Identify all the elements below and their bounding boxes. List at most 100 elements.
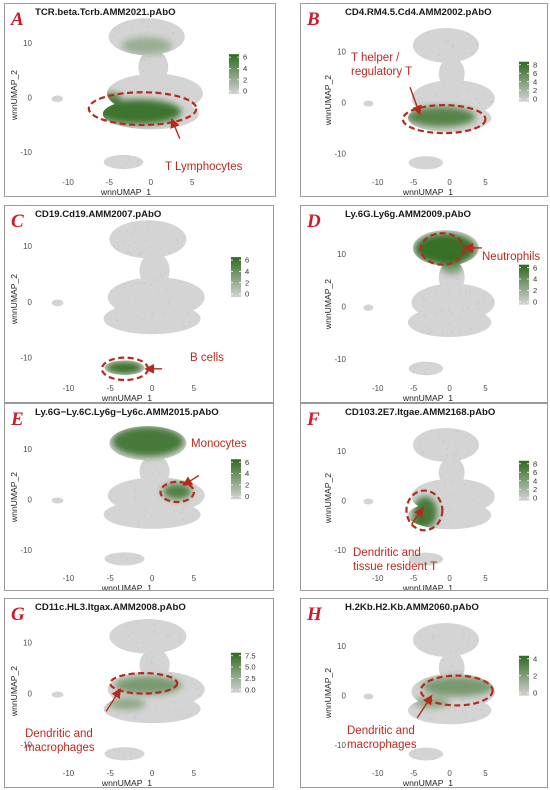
cell-cluster xyxy=(407,307,492,338)
annotation-arrow xyxy=(170,118,181,139)
panel-letter: H xyxy=(306,604,323,625)
x-tick-label: -5 xyxy=(107,384,115,393)
legend-tick-label: 6 xyxy=(245,458,249,467)
cell-cloud xyxy=(363,427,495,566)
panel-title: H.2Kb.H2.Kb.AMM2060.pAbO xyxy=(345,602,479,613)
legend-tick-label: 6 xyxy=(533,263,537,272)
legend-tick-label: 2.5 xyxy=(245,674,256,683)
x-tick-label: -5 xyxy=(107,574,115,583)
legend-tick-label: 4 xyxy=(533,476,537,485)
legend-tick-label: 7.5 xyxy=(245,651,256,660)
color-legend-bar xyxy=(231,257,241,298)
y-tick-label: 0 xyxy=(28,298,33,307)
cell-cluster xyxy=(103,154,144,170)
panel-c: C CD19.Cd19.AMM2007.pAbO -10 -5 0 5 10 0 -10 wnnU… xyxy=(4,205,274,403)
cell-cloud xyxy=(51,220,205,375)
x-axis-label: wnnUMAP_1 xyxy=(402,393,453,402)
cell-cluster xyxy=(408,552,444,566)
panel-letter: E xyxy=(10,409,24,430)
x-tick-label: 0 xyxy=(447,178,452,187)
y-tick-label: -10 xyxy=(20,354,32,363)
highlight-ellipse xyxy=(87,91,198,127)
x-tick-label: -10 xyxy=(63,384,75,393)
y-tick-label: -10 xyxy=(20,546,32,555)
panel-a: A TCR.beta.Tcrb.AMM2021.pAbO -10 -5 0 5 10 0 -10… xyxy=(4,3,276,197)
color-legend-bar xyxy=(231,459,241,500)
y-tick-label: -10 xyxy=(20,148,32,157)
umap-plot-f: F CD103.2E7.Itgae.AMM2168.pAbO -10 -5 0 5 10 0 -… xyxy=(306,407,537,590)
legend-tick-label: 2 xyxy=(245,481,249,490)
legend-tick-label: 4 xyxy=(245,267,249,276)
cell-cluster xyxy=(408,361,444,376)
legend-tick-label: 4 xyxy=(533,77,537,86)
y-axis-label: wnnUMAP_2 xyxy=(323,473,333,524)
y-axis-label: wnnUMAP_2 xyxy=(9,666,19,717)
annotation-label: Dendritic and xyxy=(353,547,421,559)
panel-title: TCR.beta.Tcrb.AMM2021.pAbO xyxy=(35,7,176,18)
annotation-label: regulatory T xyxy=(351,66,412,78)
y-tick-label: 10 xyxy=(23,445,32,454)
annotation-label: B cells xyxy=(190,352,224,364)
x-axis-label: wnnUMAP_1 xyxy=(402,187,453,196)
umap-plot-g: G CD11c.HL3.Itgax.AMM2008.pAbO -10 -5 0 5 10 0 -… xyxy=(9,602,256,787)
legend-tick-label: 2 xyxy=(533,485,537,494)
highlight-ellipse xyxy=(419,674,494,707)
legend-tick-label: 6 xyxy=(243,53,247,62)
cell-cluster xyxy=(412,28,479,63)
x-tick-label: 5 xyxy=(483,769,488,778)
x-tick-label: -5 xyxy=(410,178,418,187)
y-tick-label: 10 xyxy=(337,48,346,57)
annotation-label: T helper / xyxy=(351,52,400,64)
x-tick-label: -5 xyxy=(410,769,418,778)
x-tick-label: -10 xyxy=(372,769,384,778)
y-tick-label: -10 xyxy=(334,546,346,555)
y-tick-label: 10 xyxy=(337,642,346,651)
legend-tick-label: 4 xyxy=(533,275,537,284)
highlight-ellipse xyxy=(405,489,444,532)
panel-letter: C xyxy=(11,211,24,232)
y-tick-label: 0 xyxy=(342,303,347,312)
y-tick-label: -10 xyxy=(20,741,32,750)
legend-tick-label: 2 xyxy=(243,75,247,84)
y-tick-label: 10 xyxy=(337,250,346,259)
highlight-ellipse xyxy=(109,672,179,695)
umap-plot-a: A TCR.beta.Tcrb.AMM2021.pAbO -10 -5 0 5 10 0 -10… xyxy=(9,7,247,196)
legend-tick-label: 5.0 xyxy=(245,663,256,672)
x-tick-label: -5 xyxy=(410,574,418,583)
legend-tick-label: 8 xyxy=(533,459,537,468)
y-tick-label: 0 xyxy=(342,691,347,700)
legend-tick-label: 6 xyxy=(245,256,249,265)
cell-cluster xyxy=(412,622,479,657)
panel-letter: A xyxy=(10,9,24,30)
x-tick-label: 0 xyxy=(150,574,155,583)
cell-cluster xyxy=(363,100,374,107)
x-tick-label: 5 xyxy=(483,574,488,583)
panel-title: CD11c.HL3.Itgax.AMM2008.pAbO xyxy=(35,602,186,613)
x-tick-label: -5 xyxy=(107,769,115,778)
legend-tick-label: 0 xyxy=(533,94,537,103)
legend-tick-label: 0 xyxy=(245,492,249,501)
umap-plot-h: H H.2Kb.H2.Kb.AMM2060.pAbO -10 -5 0 5 10 0 -10 wn… xyxy=(306,602,537,787)
annotation-arrow xyxy=(409,87,422,116)
legend-tick-label: 2 xyxy=(245,278,249,287)
umap-plot-d: D Ly.6G.Ly6g.AMM2009.pAbO -10 -5 0 5 10 0 -10 wnn… xyxy=(306,209,540,402)
x-tick-label: 0 xyxy=(150,769,155,778)
legend-tick-label: 6 xyxy=(533,468,537,477)
panel-title: Ly.6G−Ly.6C.Ly6g−Ly6c.AMM2015.pAbO xyxy=(35,407,219,418)
cell-cluster xyxy=(104,552,145,566)
x-tick-label: -10 xyxy=(372,574,384,583)
legend-tick-label: 0 xyxy=(245,290,249,299)
y-axis-label: wnnUMAP_2 xyxy=(9,472,19,523)
x-axis-label: wnnUMAP_1 xyxy=(101,393,152,402)
panel-title: CD4.RM4.5.Cd4.AMM2002.pAbO xyxy=(345,7,492,18)
x-axis-label: wnnUMAP_1 xyxy=(100,187,151,196)
umap-plot-b: B CD4.RM4.5.Cd4.AMM2002.pAbO -10 -5 0 5 10 0 -10… xyxy=(306,7,537,196)
x-tick-label: 0 xyxy=(447,769,452,778)
annotation-arrow xyxy=(410,507,424,525)
annotation-label: Dendritic and xyxy=(347,725,415,737)
y-axis-label: wnnUMAP_2 xyxy=(323,668,333,719)
annotation-arrow xyxy=(182,474,200,486)
color-legend-bar xyxy=(231,652,241,693)
cell-cluster xyxy=(412,427,479,462)
legend-tick-label: 2 xyxy=(533,286,537,295)
